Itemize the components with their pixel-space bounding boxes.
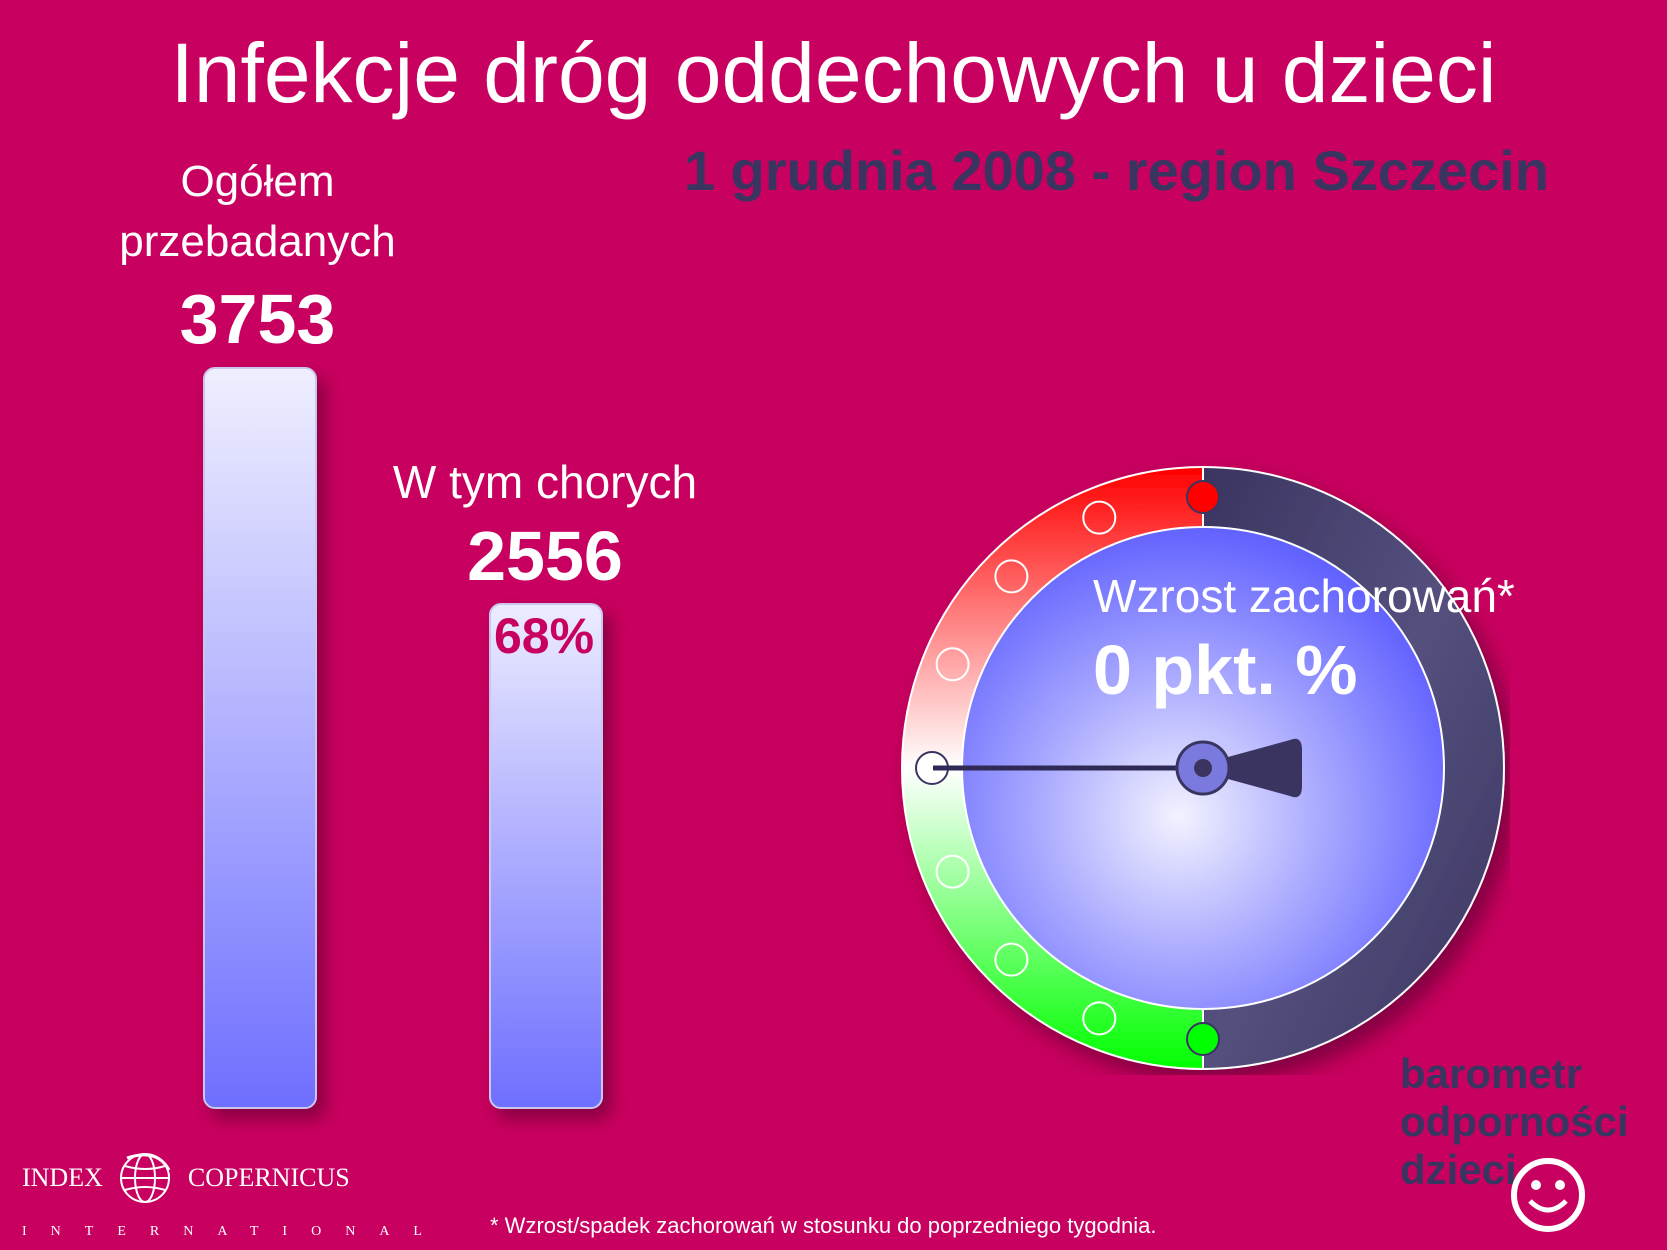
sick-label: W tym chorych	[392, 456, 698, 508]
total-value: 3753	[179, 280, 336, 358]
total-bar	[203, 367, 317, 1109]
logo-left-text: INDEX	[22, 1163, 103, 1192]
total-label: Ogółem przebadanych	[119, 157, 396, 266]
gauge-tick-mark	[994, 942, 1029, 977]
brand-line: odporności	[1400, 1098, 1629, 1145]
gauge-tick-mark	[1082, 500, 1117, 535]
sick-value: 2556	[467, 517, 623, 595]
globe-icon	[120, 1153, 171, 1203]
brand-line: dzieci	[1400, 1146, 1517, 1193]
footnote: * Wzrost/spadek zachorowań w stosunku do…	[490, 1213, 1157, 1238]
gauge-tick-mark	[935, 854, 970, 889]
gauge-tick-mark	[1082, 1001, 1117, 1036]
gauge-tick-mark	[1186, 480, 1220, 514]
index-copernicus-logo: INDEX COPERNICUS INTERNATIONAL	[22, 1150, 446, 1240]
gauge-title: Wzrost zachorowań*	[1093, 570, 1515, 622]
page-subtitle: 1 grudnia 2008 - region Szczecin	[683, 139, 1549, 202]
gauge-value: 0 pkt. %	[1093, 631, 1358, 709]
page-title: Infekcje dróg oddechowych u dzieci	[170, 26, 1497, 120]
brand-logo: barometr odporności dzieci	[1400, 1050, 1660, 1194]
gauge-tick-mark	[994, 559, 1029, 594]
sick-percent: 68%	[493, 608, 595, 664]
logo-subtitle: INTERNATIONAL	[22, 1224, 446, 1239]
gauge-tick-mark	[1186, 1022, 1220, 1056]
sick-bar	[489, 603, 603, 1109]
gauge-needle	[933, 738, 1302, 798]
smiley-icon	[1511, 1158, 1585, 1232]
brand-line: barometr	[1400, 1050, 1583, 1097]
logo-right-text: COPERNICUS	[187, 1163, 350, 1192]
barometer-gauge	[901, 466, 1505, 1070]
gauge-tick-mark	[935, 647, 970, 682]
